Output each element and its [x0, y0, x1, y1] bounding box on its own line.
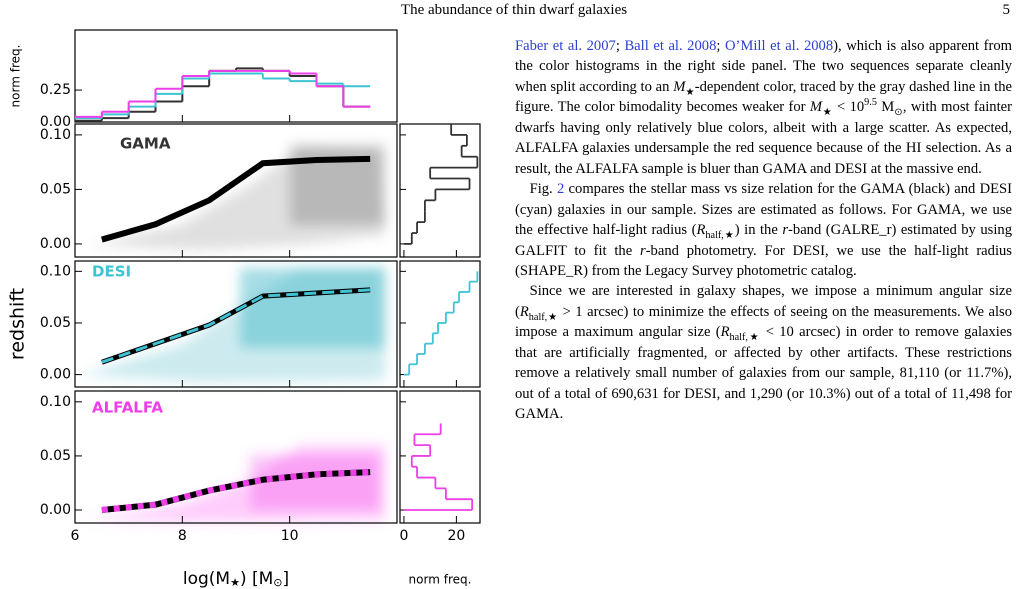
text: R	[519, 303, 529, 320]
text: -band (GALRE_r) estimated by using GALFI…	[515, 222, 1012, 259]
text: > 1 arcsec) to minimize the effects of s…	[515, 303, 1012, 341]
text: ★	[685, 86, 695, 98]
text: Faber et al. 2007	[515, 38, 616, 54]
running-title: The abundance of thin dwarf galaxies	[400, 2, 628, 18]
paragraph: Since we are interested in galaxy shapes…	[515, 281, 1012, 424]
text: ) [M	[240, 569, 273, 589]
text: 2	[556, 181, 565, 198]
side-hist-xlabel: norm freq.	[409, 573, 472, 587]
y-tick-label: 0.00	[40, 114, 71, 130]
y-axis-label: redshift	[7, 288, 29, 360]
x-tick-label: 8	[178, 528, 187, 544]
text: R	[696, 222, 706, 239]
x-tick-label: 6	[71, 528, 80, 544]
text: 9.5	[864, 97, 877, 109]
text-column: Faber et al. 2007; Ball et al. 2008; O’M…	[515, 36, 1012, 589]
y-tick-label: 0.10	[40, 127, 71, 143]
text: ⊙	[894, 107, 903, 119]
text: half,★	[528, 311, 559, 323]
text: ★	[822, 107, 833, 119]
panel-label: ALFALFA	[92, 399, 163, 417]
y-tick-label: 0.05	[40, 315, 71, 331]
axes-frame	[74, 260, 398, 388]
text: O’Mill et al. 2008	[725, 38, 834, 54]
panel-label: DESI	[92, 263, 131, 281]
text: half,★	[729, 332, 761, 344]
text: r	[640, 242, 646, 259]
text: ) in the	[734, 222, 783, 239]
text: -dependent color, traced by the gray das…	[515, 78, 1012, 116]
axes-frame	[399, 123, 481, 258]
paragraph: Fig. 2 compares the stellar mass vs size…	[515, 179, 1012, 281]
median-line	[101, 288, 371, 364]
text: ★	[230, 576, 240, 589]
text: R	[720, 324, 730, 341]
text: ;	[615, 38, 625, 54]
y-tick-label: 0.00	[40, 502, 71, 518]
paragraph: Faber et al. 2007; Ball et al. 2008; O’M…	[515, 36, 1012, 179]
y-tick-label: 0.10	[40, 394, 71, 410]
y-tick-label: 0.00	[40, 367, 71, 383]
text: Since we are interested in galaxy shapes…	[515, 283, 1012, 320]
text: compares the stellar mass vs size relati…	[515, 181, 1012, 239]
x-axis-label: log(M★) [M⊙]	[183, 569, 289, 589]
x-tick-label: 20	[447, 528, 465, 544]
text: , with most fainter dwarfs having only r…	[515, 99, 1012, 177]
text: M	[673, 78, 686, 95]
figure: 0.000.250.000.050.100.000.050.106 8 100.00…	[7, 29, 481, 589]
text: log(M	[183, 569, 230, 589]
text: Fig.	[529, 181, 557, 198]
point-cloud	[80, 145, 385, 522]
text: M	[876, 99, 895, 116]
y-tick-label: 0.10	[40, 263, 71, 279]
text: ;	[716, 38, 725, 54]
text: ), which is also apparent from the color…	[515, 38, 1012, 95]
y-tick-label: 0.00	[40, 236, 71, 252]
x-tick-label: 10	[281, 528, 299, 544]
text: M	[809, 99, 823, 116]
text: < 10 arcsec) in order to remove galaxies…	[515, 324, 1012, 423]
median-line	[101, 469, 371, 514]
x-tick-label: 0	[399, 528, 408, 544]
axes-frame	[399, 390, 481, 524]
axes-frame	[399, 260, 481, 388]
text: ]	[283, 569, 290, 589]
axes-frame	[74, 390, 398, 524]
y-tick-label: 0.05	[40, 448, 71, 464]
top-hist-ylabel: norm freq.	[9, 45, 23, 108]
text: half,★	[705, 229, 735, 241]
y-tick-label: 0.25	[40, 82, 71, 98]
text: -band photometry. For DESI, we use the h…	[515, 242, 1012, 279]
axes-frame	[74, 123, 398, 258]
text: r	[782, 222, 789, 239]
page-number: 5	[1002, 2, 1011, 18]
text: Ball et al. 2008	[624, 38, 717, 54]
text: ⊙	[273, 576, 282, 589]
y-tick-label: 0.05	[40, 181, 71, 197]
panel-label: GAMA	[120, 135, 171, 153]
axes-frame	[74, 29, 398, 123]
median-line	[101, 155, 371, 243]
text: < 10	[832, 99, 865, 116]
